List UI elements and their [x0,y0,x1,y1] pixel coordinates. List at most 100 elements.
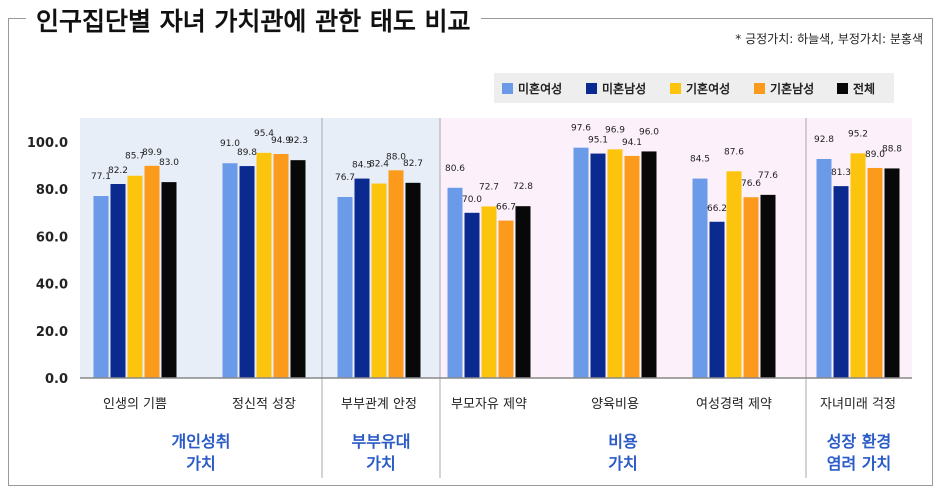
bar [709,221,725,378]
x-tick-label: 양육비용 [591,397,639,412]
data-label: 95.2 [848,129,868,139]
bar [256,152,272,378]
bar [110,184,126,378]
x-tick-label: 정신적 성장 [232,397,296,412]
data-label: 66.2 [707,204,727,214]
y-tick-label: 60.0 [36,230,68,245]
legend-item-series-2: 미혼남성 [586,81,647,96]
data-label: 82.2 [108,166,128,176]
data-label: 91.0 [220,139,240,149]
bar [371,183,387,378]
bar [590,153,606,378]
bar [144,165,160,378]
bar [464,212,480,378]
bar [161,182,177,378]
data-label: 84.5 [352,161,372,171]
data-label: 77.6 [758,171,778,181]
data-label: 96.9 [605,125,625,135]
legend-swatch [502,82,513,94]
bar [337,196,353,378]
data-label: 85.7 [125,152,145,162]
data-label: 89.8 [237,148,257,158]
bar [273,154,289,378]
y-tick-label: 20.0 [36,325,68,340]
y-tick-label: 40.0 [36,278,68,293]
x-tick-label: 부부관계 안정 [341,397,417,412]
chart-title: 인구집단별 자녀 가치관에 관한 태도 비교 [26,2,481,38]
data-label: 76.7 [335,173,355,183]
bar [850,153,866,378]
legend-swatch [837,82,848,94]
group-label: 개인성취 [172,432,231,451]
x-tick-label: 자녀미래 걱정 [820,397,896,412]
bar [624,155,640,378]
bar [93,196,109,378]
data-label: 96.0 [639,127,659,137]
legend-label: 미혼여성 [518,81,563,96]
bar [692,178,708,378]
y-tick-label: 80.0 [36,183,68,198]
data-label: 77.1 [91,172,111,182]
x-tick-label: 부모자유 제약 [451,397,527,412]
data-label: 80.6 [445,164,465,174]
group-label: 가치 [608,454,637,473]
data-label: 94.1 [622,138,642,148]
group-label: 염려 가치 [827,454,891,473]
group-label: 부부유대 [352,432,411,451]
bar [641,151,657,378]
group-label: 성장 환경 [827,432,891,451]
legend: 미혼여성 미혼남성 기혼여성 기혼남성 전체 [494,73,894,103]
data-label: 72.8 [513,182,533,192]
data-label: 94.9 [271,136,291,146]
data-label: 95.1 [588,136,608,146]
data-label: 72.7 [479,182,499,192]
data-label: 66.7 [496,203,516,213]
color-note: * 긍정가치: 하늘색, 부정가치: 분홍색 [735,32,923,46]
data-label: 82.7 [403,159,423,169]
legend-swatch [754,82,765,94]
bar [743,197,759,378]
bar [447,187,463,378]
legend-item-series-4: 기혼남성 [754,81,814,96]
group-label: 비용 [608,432,638,451]
data-label: 81.3 [831,168,851,178]
bar [405,182,421,378]
data-label: 95.4 [254,129,274,139]
data-label: 89.9 [142,148,162,158]
group-label: 가치 [366,454,395,473]
bar [239,166,255,378]
legend-item-series-3: 기혼여성 [670,81,731,96]
x-tick-label: 여성경력 제약 [696,397,772,412]
data-label: 70.0 [462,195,482,205]
y-tick-label: 100.0 [27,136,68,151]
bar [388,170,404,378]
bar [760,194,776,378]
bar [290,160,306,378]
bar [884,168,900,378]
y-tick-label: 0.0 [45,372,68,387]
legend-swatch [586,82,597,94]
legend-item-series-5: 전체 [837,81,875,96]
bar [573,147,589,378]
legend-item-series-1: 미혼여성 [502,81,563,96]
bar [607,149,623,378]
data-label: 87.6 [724,147,744,157]
bar [222,163,238,378]
x-tick-label: 인생의 기쁨 [103,397,167,412]
legend-label: 미혼남성 [602,81,647,96]
bar [498,220,514,378]
data-label: 84.5 [690,155,710,165]
bar [354,178,370,378]
bar [816,158,832,378]
bar [726,171,742,378]
legend-swatch [670,82,681,94]
data-label: 88.0 [386,152,406,162]
bar [127,175,143,378]
bar [833,186,849,378]
bar [515,206,531,378]
data-label: 92.8 [814,135,834,145]
legend-label: 기혼여성 [686,81,731,96]
bar [481,206,497,378]
data-label: 76.6 [741,179,761,189]
